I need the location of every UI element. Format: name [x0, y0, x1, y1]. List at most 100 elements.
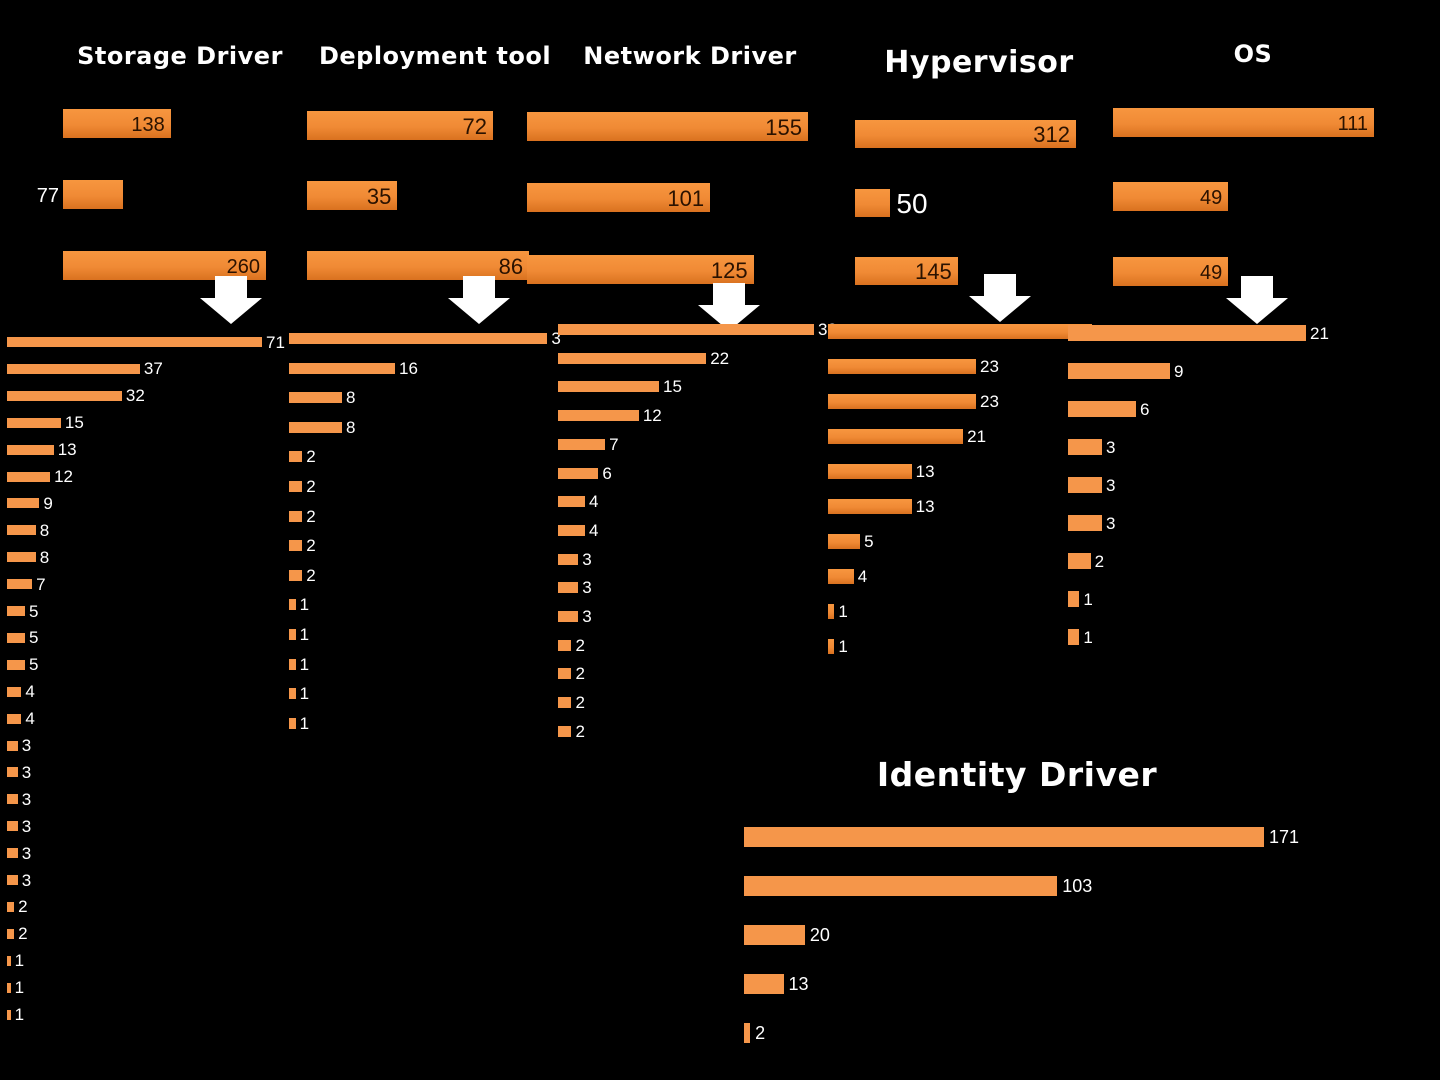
hypervisor-detail-label: 23 [980, 392, 999, 411]
os-summary-label: 49 [1199, 186, 1223, 209]
storage-driver-detail-bar [7, 552, 36, 563]
os-detail-bar [1068, 439, 1102, 455]
deployment-tool-detail-label: 1 [299, 595, 310, 615]
network-driver-detail-label: 4 [588, 492, 599, 512]
storage-driver-detail-label: 9 [43, 493, 53, 513]
os-detail-label: 2 [1094, 551, 1105, 571]
storage-driver-detail-bar [7, 632, 25, 643]
network-driver-detail-bar [558, 467, 599, 479]
storage-driver-detail-label: 1 [14, 1005, 25, 1024]
network-driver-detail-label: 3 [582, 578, 592, 598]
storage-driver-detail-bar [7, 337, 262, 347]
network-driver-detail-label: 6 [602, 463, 612, 483]
hypervisor-detail-bar [828, 604, 835, 619]
identity-driver-label: 103 [1062, 876, 1093, 896]
storage-driver-detail-bar [7, 444, 54, 455]
hypervisor-detail-bar [828, 639, 835, 654]
storage-driver-detail-bar [7, 982, 11, 993]
deployment-tool-detail-bar [289, 717, 296, 729]
storage-driver-detail-label: 5 [28, 655, 39, 675]
os-detail-label: 21 [1310, 323, 1329, 343]
storage-driver-detail-bar [7, 955, 11, 966]
network-driver-title: Network Driver [583, 42, 797, 70]
os-detail-bar [1068, 325, 1306, 341]
storage-driver-summary-bar [63, 251, 266, 280]
identity-driver-label: 20 [809, 925, 830, 945]
hypervisor-detail-bar [828, 429, 964, 444]
network-driver-detail-bar [558, 611, 579, 622]
network-driver-detail-label: 3 [582, 549, 592, 569]
hypervisor-detail-bar [828, 324, 1092, 339]
identity-driver-bar [744, 1023, 751, 1043]
os-detail-bar [1068, 401, 1136, 417]
network-driver-detail-bar [558, 496, 585, 508]
storage-driver-detail-bar [7, 659, 25, 670]
deployment-tool-summary-label: 86 [498, 253, 524, 279]
deployment-tool-detail-label: 16 [399, 358, 418, 378]
deployment-tool-summary-bar [307, 251, 530, 280]
storage-driver-detail-label: 7 [36, 574, 46, 594]
storage-driver-detail-bar [7, 498, 40, 509]
storage-driver-detail-label: 3 [21, 789, 32, 809]
network-driver-detail-label: 7 [609, 434, 619, 454]
hypervisor-detail-label: 1 [838, 602, 848, 621]
deployment-tool-detail-label: 2 [306, 447, 316, 467]
hypervisor-title: Hypervisor [884, 45, 1074, 80]
network-driver-detail-label: 2 [575, 721, 585, 741]
identity-driver-bar [744, 925, 805, 945]
storage-driver-detail-label: 3 [21, 736, 32, 755]
deployment-tool-detail-label: 2 [306, 506, 316, 526]
identity-driver-label: 13 [788, 974, 809, 994]
storage-driver-summary-bar [63, 180, 124, 209]
os-summary-bar [1113, 182, 1229, 211]
os-detail-bar [1068, 629, 1080, 645]
network-driver-summary-bar [527, 255, 754, 284]
hypervisor-detail-label: 1 [838, 637, 848, 656]
identity-driver-bar [744, 876, 1058, 896]
storage-driver-detail-label: 8 [39, 520, 50, 540]
deployment-tool-detail-bar [289, 333, 548, 344]
hypervisor-detail-bar [828, 499, 912, 514]
storage-driver-summary-label: 138 [131, 113, 165, 136]
deployment-tool-detail-bar [289, 629, 296, 640]
deployment-tool-detail-label: 2 [306, 565, 316, 585]
os-summary-bar [1113, 257, 1229, 286]
storage-driver-detail-bar [7, 875, 18, 885]
storage-driver-detail-bar [7, 417, 61, 428]
network-driver-detail-bar [558, 352, 707, 364]
network-driver-summary-label: 155 [765, 114, 802, 140]
storage-driver-detail-label: 5 [28, 628, 39, 648]
hypervisor-detail-label: 13 [915, 497, 935, 516]
deployment-tool-detail-label: 2 [306, 477, 316, 496]
storage-driver-detail-label: 15 [64, 413, 84, 433]
os-summary-label: 49 [1199, 261, 1223, 284]
storage-driver-detail-label: 1 [14, 951, 25, 971]
identity-driver-bar [744, 827, 1264, 847]
storage-driver-detail-label: 3 [21, 870, 32, 890]
storage-driver-detail-label: 5 [28, 601, 39, 621]
deployment-tool-detail-bar [289, 362, 395, 374]
hypervisor-detail-label: 13 [915, 462, 935, 481]
storage-driver-detail-bar [7, 579, 33, 590]
storage-driver-summary-label: 77 [36, 184, 59, 207]
os-down-arrow-icon [1226, 276, 1288, 324]
os-detail-label: 9 [1174, 361, 1184, 381]
storage-driver-detail-bar [7, 848, 18, 859]
storage-driver-detail-bar [7, 606, 25, 616]
hypervisor-detail-label: 4 [857, 567, 868, 586]
os-summary-bar [1113, 108, 1374, 137]
network-driver-detail-label: 2 [575, 693, 585, 713]
storage-driver-detail-label: 3 [21, 816, 32, 836]
deployment-tool-down-arrow-icon [448, 276, 510, 324]
storage-driver-detail-label: 12 [54, 467, 74, 486]
os-detail-bar [1068, 553, 1091, 569]
os-detail-bar [1068, 515, 1102, 531]
storage-driver-detail-bar [7, 471, 51, 482]
network-driver-detail-label: 12 [642, 406, 662, 426]
network-driver-detail-bar [558, 725, 572, 737]
storage-driver-title: Storage Driver [77, 42, 283, 70]
storage-driver-detail-label: 32 [125, 386, 145, 406]
network-driver-summary-bar [527, 112, 808, 141]
network-driver-detail-bar [558, 639, 572, 651]
